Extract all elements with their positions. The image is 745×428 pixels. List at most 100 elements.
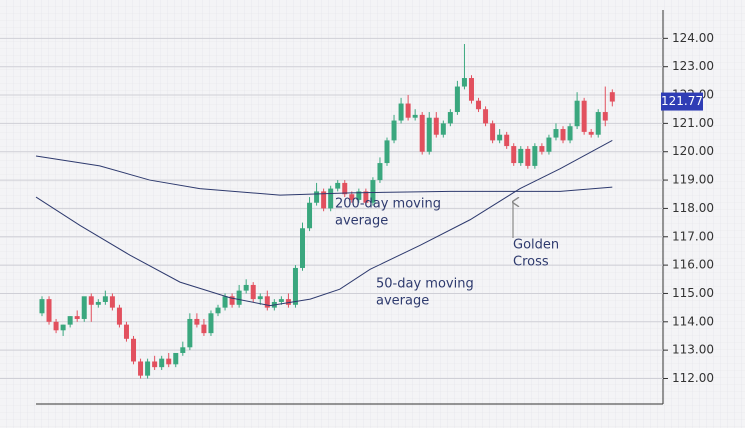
candle xyxy=(342,180,348,198)
candle-body xyxy=(180,347,186,353)
candle xyxy=(518,146,524,166)
candle-body xyxy=(419,114,425,152)
candle-body xyxy=(342,182,348,195)
candle xyxy=(285,293,291,308)
candle xyxy=(60,324,66,336)
annotation: average xyxy=(335,214,388,229)
candle-body xyxy=(229,296,235,305)
candle xyxy=(159,355,165,370)
candle-body xyxy=(250,284,256,300)
candle xyxy=(574,92,580,130)
candle xyxy=(307,197,313,232)
candle-body xyxy=(511,146,517,164)
candle xyxy=(215,304,221,317)
candle xyxy=(208,310,214,336)
y-tick-label: 118.00 xyxy=(672,201,714,215)
candle-body xyxy=(398,103,404,121)
candle-body xyxy=(314,191,320,203)
candle-body xyxy=(426,117,432,152)
moving-average-line xyxy=(35,155,613,196)
candle-body xyxy=(215,307,221,314)
candle xyxy=(525,146,531,169)
candle xyxy=(588,129,594,138)
candle xyxy=(201,318,207,336)
candle xyxy=(602,86,608,127)
candle-body xyxy=(567,126,573,141)
candle xyxy=(300,222,306,271)
candle-body xyxy=(574,100,580,127)
candle xyxy=(39,296,45,317)
candle-body xyxy=(454,86,460,113)
candle-body xyxy=(412,114,418,118)
annotation: Golden xyxy=(513,238,559,253)
candle xyxy=(532,143,538,169)
candle-body xyxy=(285,299,291,305)
candle xyxy=(250,282,256,302)
candle xyxy=(391,114,397,144)
candle-body xyxy=(595,112,601,135)
candle xyxy=(236,284,242,308)
candle-body xyxy=(74,316,80,319)
candle-body xyxy=(278,299,284,302)
candle-body xyxy=(109,296,115,308)
candle xyxy=(109,293,115,311)
y-tick-label: 121.00 xyxy=(672,116,714,130)
candle xyxy=(116,304,122,328)
candle xyxy=(123,321,129,342)
candle xyxy=(67,316,73,328)
candle-body xyxy=(236,290,242,305)
candle xyxy=(419,112,425,155)
candle-body xyxy=(609,92,615,102)
candle xyxy=(257,293,263,305)
candle xyxy=(468,75,474,104)
candle-body xyxy=(201,324,207,334)
candle-body xyxy=(292,267,298,305)
candle-body xyxy=(159,358,165,368)
candle xyxy=(370,177,376,206)
candle-body xyxy=(518,148,524,164)
candle xyxy=(53,318,59,334)
candle xyxy=(454,80,460,115)
candle-body xyxy=(321,191,327,209)
candle-body xyxy=(116,307,122,325)
last-price-box xyxy=(661,92,703,111)
annotation: average xyxy=(376,294,429,309)
candle xyxy=(152,355,158,370)
candle xyxy=(194,313,200,328)
candle xyxy=(546,134,552,155)
y-tick-label: 120.00 xyxy=(672,144,714,158)
candle xyxy=(440,120,446,138)
moving-average-line xyxy=(35,139,613,307)
candle-body xyxy=(88,296,94,305)
candle xyxy=(81,296,87,322)
candle xyxy=(581,97,587,135)
candle-body xyxy=(553,129,559,138)
candle xyxy=(497,129,503,144)
candle-body xyxy=(243,284,249,291)
candle-body xyxy=(81,296,87,319)
candle-body xyxy=(208,313,214,334)
candle-body xyxy=(370,180,376,203)
candle-body xyxy=(490,123,496,141)
candle xyxy=(74,310,80,322)
candle xyxy=(95,299,101,308)
candle-body xyxy=(46,299,52,322)
candle xyxy=(511,143,517,166)
candle-body xyxy=(363,191,369,203)
candle-body xyxy=(152,361,158,368)
candle-body xyxy=(138,361,144,376)
candle xyxy=(398,97,404,124)
candle-body xyxy=(539,146,545,152)
candle xyxy=(292,265,298,308)
candle-body xyxy=(546,137,552,152)
candle-body xyxy=(222,296,228,308)
candle-body xyxy=(257,296,263,300)
candle-body xyxy=(67,316,73,325)
candle xyxy=(187,313,193,351)
candle xyxy=(180,341,186,356)
y-tick-label: 114.00 xyxy=(672,314,714,328)
y-tick-label: 124.00 xyxy=(672,31,714,45)
candle-body xyxy=(307,202,313,229)
